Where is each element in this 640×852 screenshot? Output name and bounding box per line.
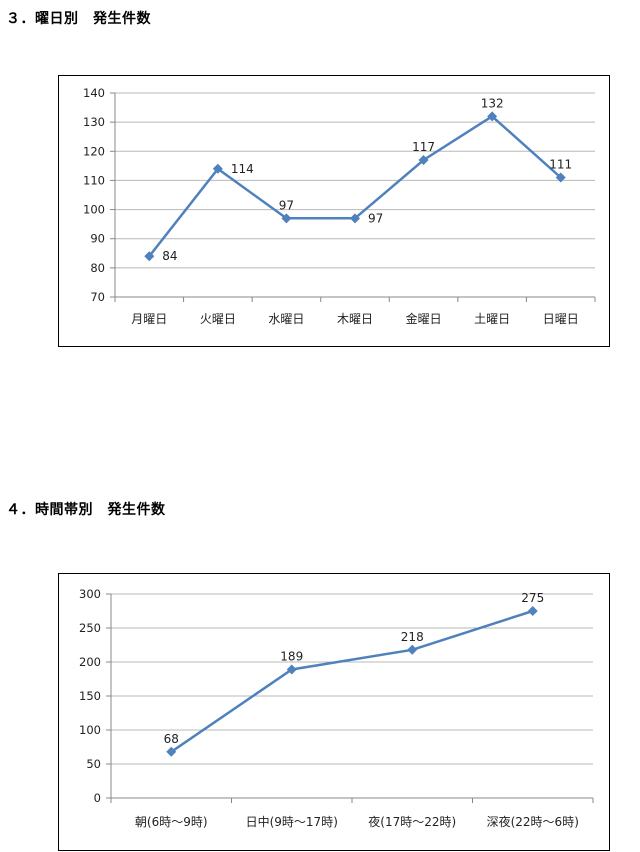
weekday-category-label: 日曜日 (543, 312, 579, 326)
weekday-y-tick-label: 120 (83, 144, 105, 158)
weekday-data-point (350, 213, 360, 224)
weekday-y-tick-label: 100 (83, 203, 105, 217)
weekday-y-tick-label: 70 (90, 290, 105, 304)
timeband-chart-frame: 0 50 100 150 200 250 300 朝(6時～9時) 日中(9時～17時) 夜(17… (58, 573, 610, 851)
weekday-data-label: 117 (412, 140, 435, 154)
weekday-category-label: 火曜日 (200, 312, 236, 326)
weekday-data-label: 114 (231, 162, 254, 176)
timeband-section-heading: ４．時間帯別 発生件数 (6, 502, 166, 518)
weekday-data-label: 97 (279, 198, 294, 212)
weekday-data-point (144, 251, 155, 262)
timeband-y-tick-label: 0 (94, 791, 101, 805)
weekday-y-tick-label: 80 (90, 261, 105, 275)
timeband-category-label: 日中(9時～17時) (246, 814, 338, 829)
timeband-line-chart: 0 50 100 150 200 250 300 朝(6時～9時) 日中(9時～17時) 夜(17… (79, 587, 594, 829)
weekday-chart-frame: 70 80 90 100 110 120 130 140 月曜日 火曜日 水曜日 木曜日 金曜日 土曜日 日… (58, 75, 610, 347)
weekday-y-tick-label: 90 (90, 232, 105, 246)
weekday-category-label: 木曜日 (337, 312, 373, 326)
timeband-data-point (286, 664, 297, 675)
weekday-series-line (148, 114, 562, 257)
timeband-y-tick-label: 150 (79, 689, 101, 703)
weekday-category-label: 土曜日 (474, 312, 510, 326)
weekday-data-label: 132 (481, 96, 504, 110)
weekday-data-point (487, 111, 498, 122)
weekday-category-label: 金曜日 (406, 311, 442, 326)
weekday-data-label: 84 (162, 249, 177, 263)
timeband-y-tick-label: 250 (79, 621, 101, 635)
timeband-category-label: 朝(6時～9時) (135, 815, 208, 829)
weekday-category-label: 水曜日 (268, 312, 304, 326)
timeband-y-tick-label: 300 (79, 587, 101, 601)
timeband-data-label: 218 (401, 630, 424, 644)
weekday-data-point (555, 172, 566, 183)
weekday-data-point (418, 155, 429, 166)
timeband-data-label: 189 (280, 649, 303, 663)
timeband-category-label: 深夜(22時～6時) (487, 814, 579, 829)
timeband-data-point (527, 606, 538, 616)
timeband-data-point (407, 644, 418, 655)
weekday-y-tick-label: 140 (83, 86, 105, 100)
weekday-line-chart: 70 80 90 100 110 120 130 140 月曜日 火曜日 水曜日 木曜日 金曜日 土曜日 日… (83, 86, 596, 326)
weekday-y-tick-label: 110 (83, 173, 105, 187)
timeband-y-tick-label: 50 (86, 757, 101, 771)
timeband-category-label: 夜(17時～22時) (368, 814, 456, 829)
weekday-data-point (281, 213, 292, 224)
weekday-data-label: 111 (549, 158, 572, 172)
weekday-data-label: 97 (368, 211, 383, 225)
timeband-y-tick-label: 100 (79, 723, 101, 737)
timeband-data-label: 68 (164, 732, 179, 746)
timeband-data-label: 275 (521, 591, 544, 605)
timeband-data-point (166, 746, 177, 757)
timeband-series-line (170, 609, 534, 753)
weekday-section-heading: ３．曜日別 発生件数 (6, 11, 151, 27)
weekday-category-label: 月曜日 (131, 312, 167, 326)
weekday-y-tick-label: 130 (83, 115, 105, 129)
weekday-data-point (212, 163, 223, 174)
timeband-y-tick-label: 200 (79, 655, 101, 669)
